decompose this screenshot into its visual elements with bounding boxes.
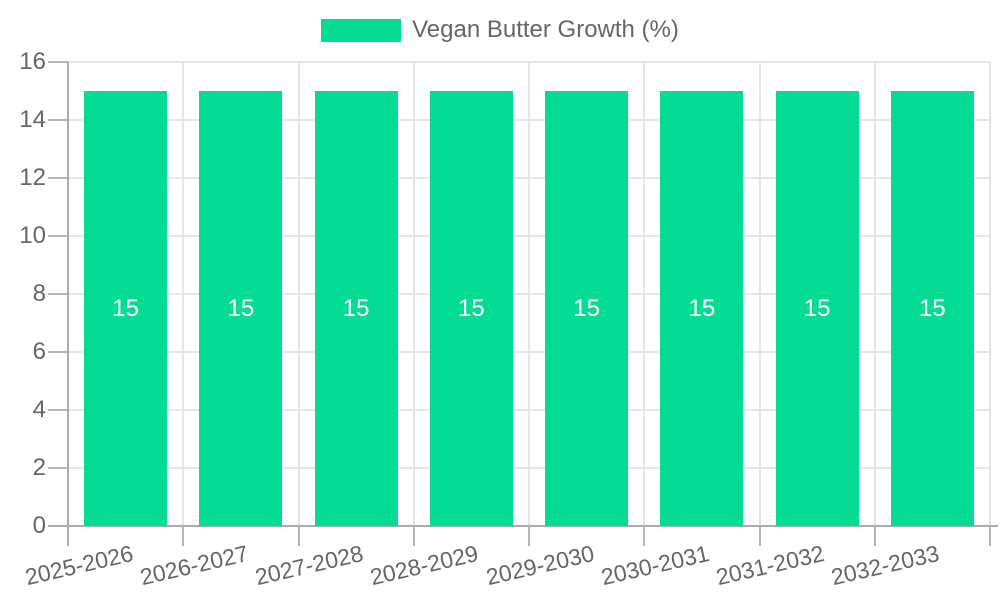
bar-value-label: 15 — [573, 294, 600, 322]
y-axis-tick-label: 2 — [32, 454, 46, 481]
bar[interactable] — [84, 91, 168, 526]
x-tick-mark — [297, 526, 300, 546]
y-axis-tick-label: 4 — [32, 396, 46, 423]
y-axis-tick-label: 12 — [19, 164, 46, 191]
gridline-vertical — [297, 62, 300, 526]
y-tick-mark — [48, 61, 68, 63]
x-axis-tick-label: 2029-2030 — [483, 540, 597, 591]
y-tick-mark — [48, 235, 68, 237]
gridline-vertical — [528, 62, 530, 526]
y-tick-mark — [48, 177, 68, 179]
y-axis-tick-label: 0 — [32, 512, 46, 539]
y-axis-tick-label: 6 — [32, 338, 46, 365]
bar-value-label: 15 — [688, 294, 716, 322]
x-tick-mark — [989, 526, 991, 546]
x-tick-mark — [873, 526, 876, 546]
legend-item[interactable]: Vegan Butter Growth (%) — [321, 17, 679, 43]
y-axis-tick-label: 10 — [19, 222, 46, 249]
x-tick-mark — [758, 526, 761, 546]
bar-value-label: 15 — [803, 294, 831, 322]
x-axis-tick-label: 2030-2031 — [598, 540, 712, 591]
x-axis-tick-label: 2031-2032 — [713, 540, 827, 591]
plot-area: 15 15 15 15 15 15 15 15 — [48, 61, 998, 546]
x-tick-mark — [182, 526, 185, 546]
gridline-vertical — [758, 62, 761, 526]
x-axis-tick-label: 2032-2033 — [828, 540, 942, 591]
bar[interactable] — [314, 91, 398, 526]
legend-swatch-icon — [321, 18, 402, 42]
x-axis-tick-label: 2025-2026 — [22, 540, 136, 591]
legend-label: Vegan Butter Growth (%) — [412, 16, 679, 43]
bar[interactable] — [545, 91, 629, 526]
bar[interactable] — [660, 91, 744, 526]
legend: Vegan Butter Growth (%) — [0, 17, 1000, 43]
x-tick-mark — [412, 526, 415, 546]
y-tick-mark — [48, 293, 68, 295]
bar-value-label: 15 — [227, 294, 255, 322]
bar[interactable] — [429, 91, 513, 526]
bar[interactable] — [775, 91, 859, 526]
x-axis-tick-label: 2027-2028 — [252, 540, 366, 591]
y-axis-tick-label: 8 — [32, 280, 46, 307]
y-axis-tick-label: 16 — [19, 48, 46, 75]
x-axis-tick-label: 2028-2029 — [367, 540, 481, 591]
bar-value-label: 15 — [919, 294, 946, 322]
y-axis-line — [67, 62, 69, 546]
x-axis-line — [48, 525, 998, 527]
bar-value-label: 15 — [458, 294, 485, 322]
bar-value-label: 15 — [342, 294, 370, 322]
bar[interactable] — [890, 91, 974, 526]
gridline-vertical — [182, 62, 185, 526]
y-tick-mark — [48, 351, 68, 353]
x-axis-tick-label: 2026-2027 — [137, 540, 251, 591]
gridline-vertical — [873, 62, 876, 526]
y-tick-mark — [48, 119, 68, 121]
x-tick-mark — [528, 526, 530, 546]
y-axis-tick-label: 14 — [19, 106, 46, 133]
gridline-vertical — [989, 62, 991, 526]
gridline-vertical — [643, 62, 646, 526]
y-tick-mark — [48, 409, 68, 411]
bar-value-label: 15 — [112, 294, 139, 322]
y-tick-mark — [48, 467, 68, 469]
bar[interactable] — [199, 91, 283, 526]
gridline-vertical — [412, 62, 415, 526]
x-tick-mark — [643, 526, 646, 546]
